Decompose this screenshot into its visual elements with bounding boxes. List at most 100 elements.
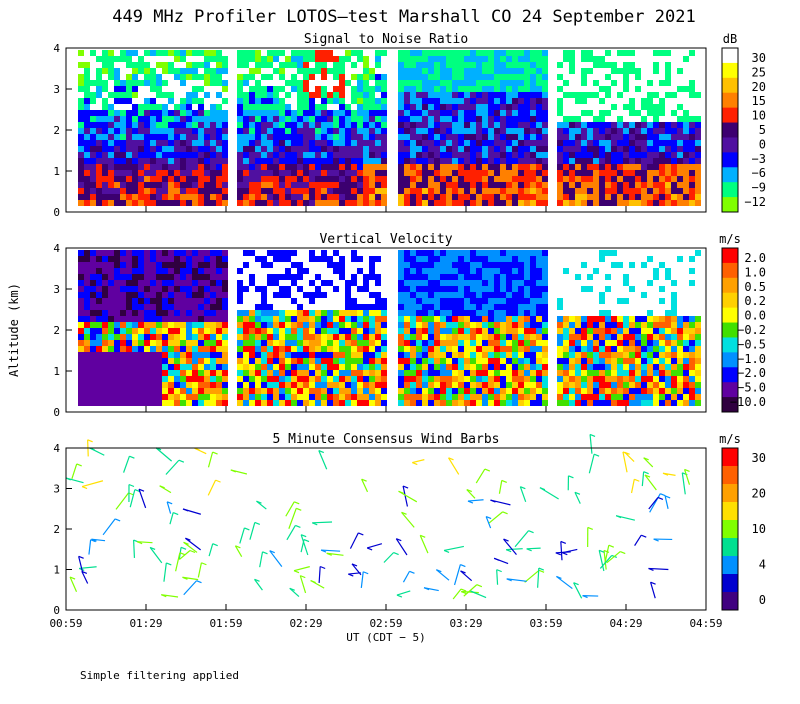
heatmap-cell (683, 122, 689, 128)
heatmap-cell (677, 194, 683, 200)
heatmap-cell (102, 376, 108, 382)
heatmap-cell (222, 170, 228, 176)
heatmap-cell (285, 68, 291, 74)
heatmap-cell (542, 146, 548, 152)
heatmap-cell (339, 134, 345, 140)
heatmap-cell (512, 200, 518, 206)
heatmap-cell (488, 340, 494, 346)
heatmap-cell (422, 140, 428, 146)
heatmap-cell (96, 86, 102, 92)
heatmap-cell (273, 50, 279, 56)
heatmap-cell (375, 170, 381, 176)
heatmap-cell (653, 170, 659, 176)
heatmap-cell (303, 74, 309, 80)
heatmap-cell (78, 352, 84, 358)
heatmap-cell (452, 280, 458, 286)
heatmap-cell (321, 170, 327, 176)
heatmap-cell (416, 364, 422, 370)
heatmap-cell (581, 370, 587, 376)
heatmap-cell (581, 176, 587, 182)
heatmap-cell (647, 80, 653, 86)
heatmap-cell (186, 56, 192, 62)
heatmap-cell (434, 116, 440, 122)
heatmap-cell (84, 310, 90, 316)
heatmap-cell (78, 400, 84, 406)
heatmap-cell (695, 140, 701, 146)
heatmap-cell (273, 200, 279, 206)
heatmap-cell (237, 370, 243, 376)
heatmap-cell (216, 400, 222, 406)
heatmap-cell (464, 116, 470, 122)
heatmap-cell (279, 170, 285, 176)
heatmap-cell (665, 274, 671, 280)
heatmap-cell (210, 376, 216, 382)
heatmap-cell (333, 92, 339, 98)
heatmap-cell (333, 352, 339, 358)
heatmap-cell (333, 116, 339, 122)
heatmap-cell (575, 176, 581, 182)
heatmap-cell (575, 322, 581, 328)
heatmap-cell (198, 340, 204, 346)
heatmap-cell (249, 400, 255, 406)
heatmap-cell (144, 140, 150, 146)
heatmap-cell (186, 298, 192, 304)
heatmap-cell (381, 92, 387, 98)
heatmap-cell (168, 140, 174, 146)
heatmap-cell (198, 250, 204, 256)
heatmap-cell (671, 170, 677, 176)
heatmap-cell (557, 104, 563, 110)
heatmap-cell (440, 170, 446, 176)
colorbar-label: 0.2 (744, 294, 766, 308)
heatmap-cell (404, 134, 410, 140)
heatmap-cell (285, 200, 291, 206)
heatmap-cell (126, 200, 132, 206)
heatmap-cell (488, 80, 494, 86)
heatmap-cell (273, 388, 279, 394)
heatmap-cell (114, 74, 120, 80)
heatmap-cell (506, 194, 512, 200)
heatmap-cell (605, 370, 611, 376)
heatmap-cell (186, 364, 192, 370)
heatmap-cell (114, 268, 120, 274)
heatmap-cell (446, 370, 452, 376)
heatmap-cell (452, 274, 458, 280)
heatmap-cell (581, 50, 587, 56)
heatmap-cell (210, 164, 216, 170)
heatmap-cell (695, 116, 701, 122)
heatmap-cell (641, 122, 647, 128)
heatmap-cell (440, 140, 446, 146)
heatmap-cell (90, 188, 96, 194)
wind-barb-flag (609, 545, 614, 547)
heatmap-cell (470, 388, 476, 394)
heatmap-cell (78, 146, 84, 152)
heatmap-cell (138, 310, 144, 316)
heatmap-cell (536, 200, 542, 206)
heatmap-cell (102, 68, 108, 74)
heatmap-cell (428, 274, 434, 280)
wind-barb-flag (129, 484, 134, 486)
heatmap-cell (587, 316, 593, 322)
heatmap-cell (162, 280, 168, 286)
heatmap-cell (120, 262, 126, 268)
heatmap-cell (369, 104, 375, 110)
heatmap-cell (381, 394, 387, 400)
heatmap-cell (216, 280, 222, 286)
heatmap-cell (575, 370, 581, 376)
heatmap-cell (78, 256, 84, 262)
heatmap-cell (174, 176, 180, 182)
heatmap-cell (291, 352, 297, 358)
heatmap-cell (381, 334, 387, 340)
heatmap-cell (569, 164, 575, 170)
heatmap-cell (186, 310, 192, 316)
heatmap-cell (102, 382, 108, 388)
heatmap-cell (138, 50, 144, 56)
heatmap-cell (404, 274, 410, 280)
heatmap-cell (273, 110, 279, 116)
heatmap-cell (315, 50, 321, 56)
heatmap-cell (96, 122, 102, 128)
heatmap-cell (375, 400, 381, 406)
heatmap-cell (321, 56, 327, 62)
heatmap-cell (102, 80, 108, 86)
heatmap-cell (369, 322, 375, 328)
heatmap-cell (581, 346, 587, 352)
